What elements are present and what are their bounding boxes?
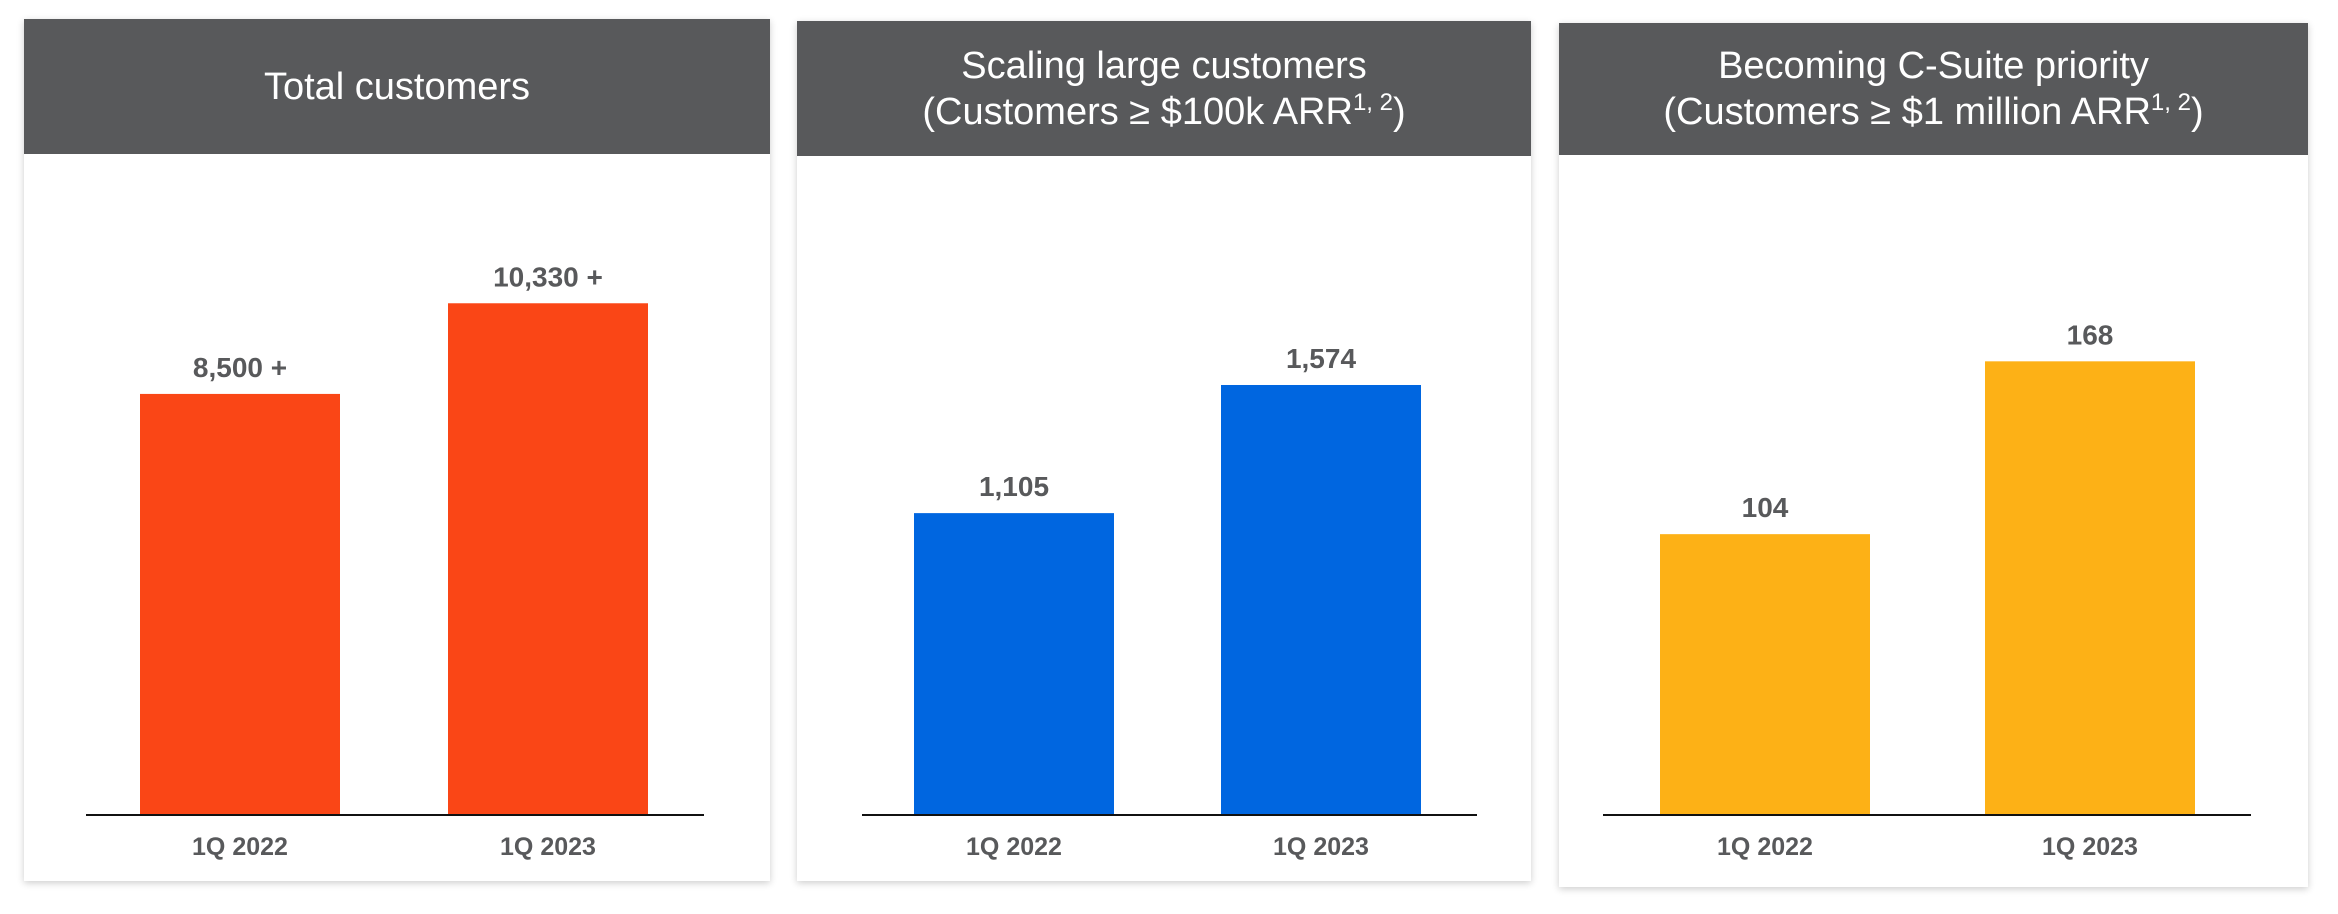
chart-header: Scaling large customers (Customers ≥ $10… [797, 21, 1531, 156]
x-tick-label: 1Q 2023 [1273, 833, 1369, 861]
data-label: 168 [2067, 319, 2114, 350]
data-label: 104 [1742, 492, 1789, 523]
x-tick-label: 1Q 2022 [1717, 833, 1813, 861]
bar-1q-2023 [1221, 384, 1421, 815]
x-tick-label: 1Q 2022 [192, 833, 288, 861]
data-label: 1,574 [1286, 343, 1356, 374]
chart-panel-large-customers: Scaling large customers (Customers ≥ $10… [797, 21, 1531, 881]
bar-1q-2022 [1660, 534, 1870, 815]
chart-header: Total customers [24, 19, 770, 154]
x-tick-label: 1Q 2022 [966, 833, 1062, 861]
bar-chart: 8,500 + 1Q 2022 10,330 + 1Q 2023 [86, 261, 704, 861]
bar-1q-2023 [448, 303, 648, 815]
bar-1q-2023 [1985, 361, 2195, 815]
footnote-marker: 1, 2 [1352, 88, 1393, 116]
chart-panel-total-customers: Total customers 8,500 + 1Q 2022 10,330 + 1Q… [24, 19, 770, 881]
chart-subtitle-end: ) [2190, 91, 2204, 133]
chart-subtitle-text: (Customers ≥ $100k ARR [922, 90, 1353, 133]
bar-chart: 104 1Q 2022 168 1Q 2023 [1603, 319, 2251, 861]
bar-1q-2022 [140, 393, 340, 815]
chart-panel-c-suite: Becoming C-Suite priority (Customers ≥ $… [1559, 23, 2308, 887]
footnote-marker: 1, 2 [2150, 89, 2191, 116]
chart-subtitle: (Customers ≥ $100k ARR1, 2) [922, 89, 1405, 135]
x-tick-label: 1Q 2023 [500, 833, 596, 861]
data-label: 1,105 [979, 471, 1049, 502]
data-label: 10,330 + [493, 261, 603, 292]
chart-subtitle-end: ) [1392, 90, 1406, 133]
chart-subtitle-text: (Customers ≥ $1 million ARR [1663, 91, 2151, 133]
chart-subtitle: (Customers ≥ $1 million ARR1, 2) [1663, 89, 2203, 135]
chart-title: Total customers [263, 65, 531, 108]
bar-1q-2022 [914, 513, 1114, 815]
x-tick-label: 1Q 2023 [2042, 833, 2138, 861]
chart-title: Becoming C-Suite priority [1718, 45, 2149, 87]
bar-chart: 1,105 1Q 2022 1,574 1Q 2023 [862, 343, 1477, 861]
chart-header: Becoming C-Suite priority (Customers ≥ $… [1559, 23, 2308, 155]
data-label: 8,500 + [193, 352, 287, 383]
chart-title: Scaling large customers [961, 44, 1367, 87]
